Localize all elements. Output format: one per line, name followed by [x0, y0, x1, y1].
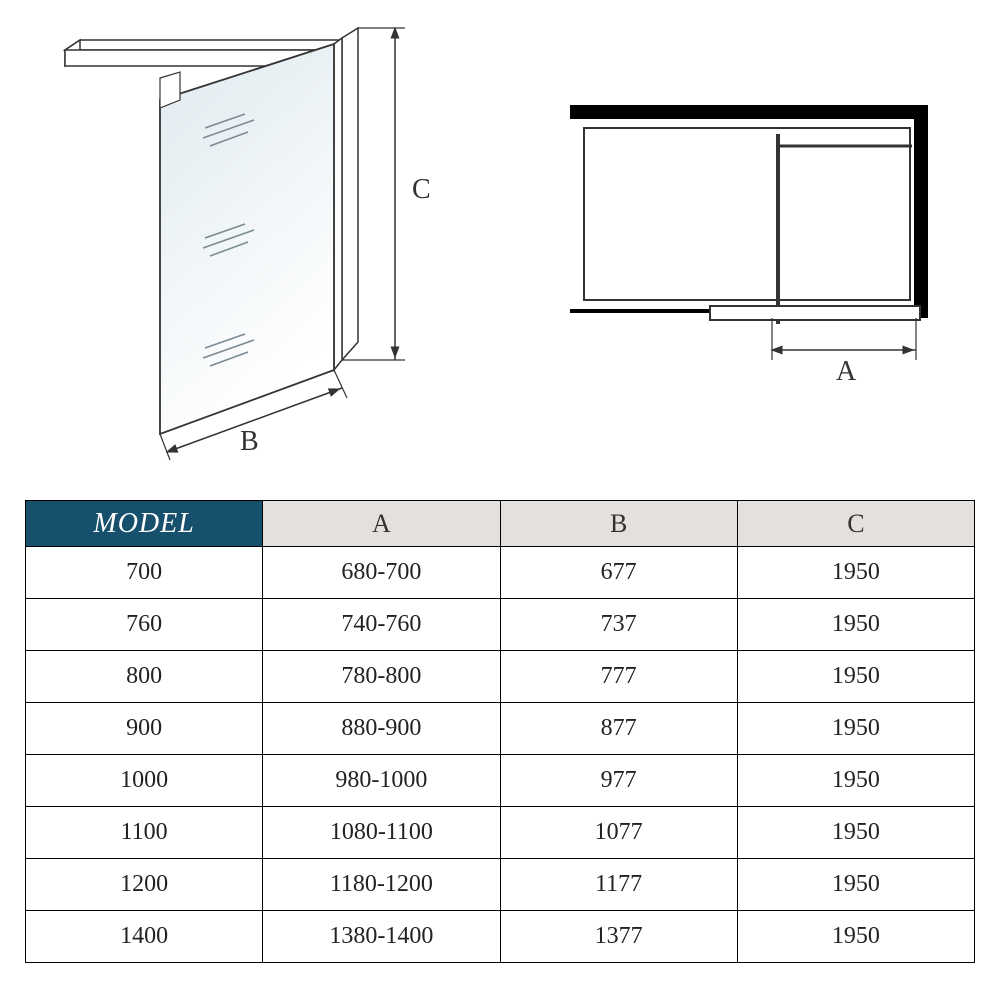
cell-c: 1950: [737, 911, 974, 963]
top-view-diagram: A: [560, 100, 940, 400]
cell-model: 700: [26, 547, 263, 599]
table-row: 700680-7006771950: [26, 547, 975, 599]
cell-model: 760: [26, 599, 263, 651]
th-b: B: [500, 501, 737, 547]
cell-model: 1400: [26, 911, 263, 963]
cell-c: 1950: [737, 547, 974, 599]
cell-b: 877: [500, 703, 737, 755]
cell-c: 1950: [737, 755, 974, 807]
cell-c: 1950: [737, 703, 974, 755]
cell-b: 977: [500, 755, 737, 807]
cell-a: 1080-1100: [263, 807, 500, 859]
cell-b: 677: [500, 547, 737, 599]
cell-a: 680-700: [263, 547, 500, 599]
cell-c: 1950: [737, 599, 974, 651]
dim-label-b: B: [240, 426, 259, 457]
cell-a: 980-1000: [263, 755, 500, 807]
cell-b: 777: [500, 651, 737, 703]
cell-model: 800: [26, 651, 263, 703]
cell-model: 1200: [26, 859, 263, 911]
table-header-row: MODEL A B C: [26, 501, 975, 547]
dim-label-c: C: [412, 174, 431, 205]
cell-c: 1950: [737, 859, 974, 911]
table-row: 1000980-10009771950: [26, 755, 975, 807]
table-row: 12001180-120011771950: [26, 859, 975, 911]
cell-c: 1950: [737, 807, 974, 859]
cell-a: 1180-1200: [263, 859, 500, 911]
diagrams-area: C B: [0, 0, 1000, 490]
cell-a: 780-800: [263, 651, 500, 703]
cell-model: 1000: [26, 755, 263, 807]
table-row: 760740-7607371950: [26, 599, 975, 651]
th-a: A: [263, 501, 500, 547]
table-row: 800780-8007771950: [26, 651, 975, 703]
dim-label-a: A: [836, 356, 857, 387]
cell-model: 900: [26, 703, 263, 755]
table-row: 14001380-140013771950: [26, 911, 975, 963]
page: C B: [0, 0, 1000, 999]
cell-b: 737: [500, 599, 737, 651]
cell-b: 1377: [500, 911, 737, 963]
table-row: 11001080-110010771950: [26, 807, 975, 859]
cell-b: 1077: [500, 807, 737, 859]
cell-c: 1950: [737, 651, 974, 703]
cell-a: 880-900: [263, 703, 500, 755]
cell-a: 740-760: [263, 599, 500, 651]
cell-a: 1380-1400: [263, 911, 500, 963]
cell-b: 1177: [500, 859, 737, 911]
perspective-diagram: C B: [40, 20, 440, 470]
th-model: MODEL: [26, 501, 263, 547]
cell-model: 1100: [26, 807, 263, 859]
th-c: C: [737, 501, 974, 547]
spec-table: MODEL A B C 700680-7006771950760740-7607…: [25, 500, 975, 963]
table-row: 900880-9008771950: [26, 703, 975, 755]
